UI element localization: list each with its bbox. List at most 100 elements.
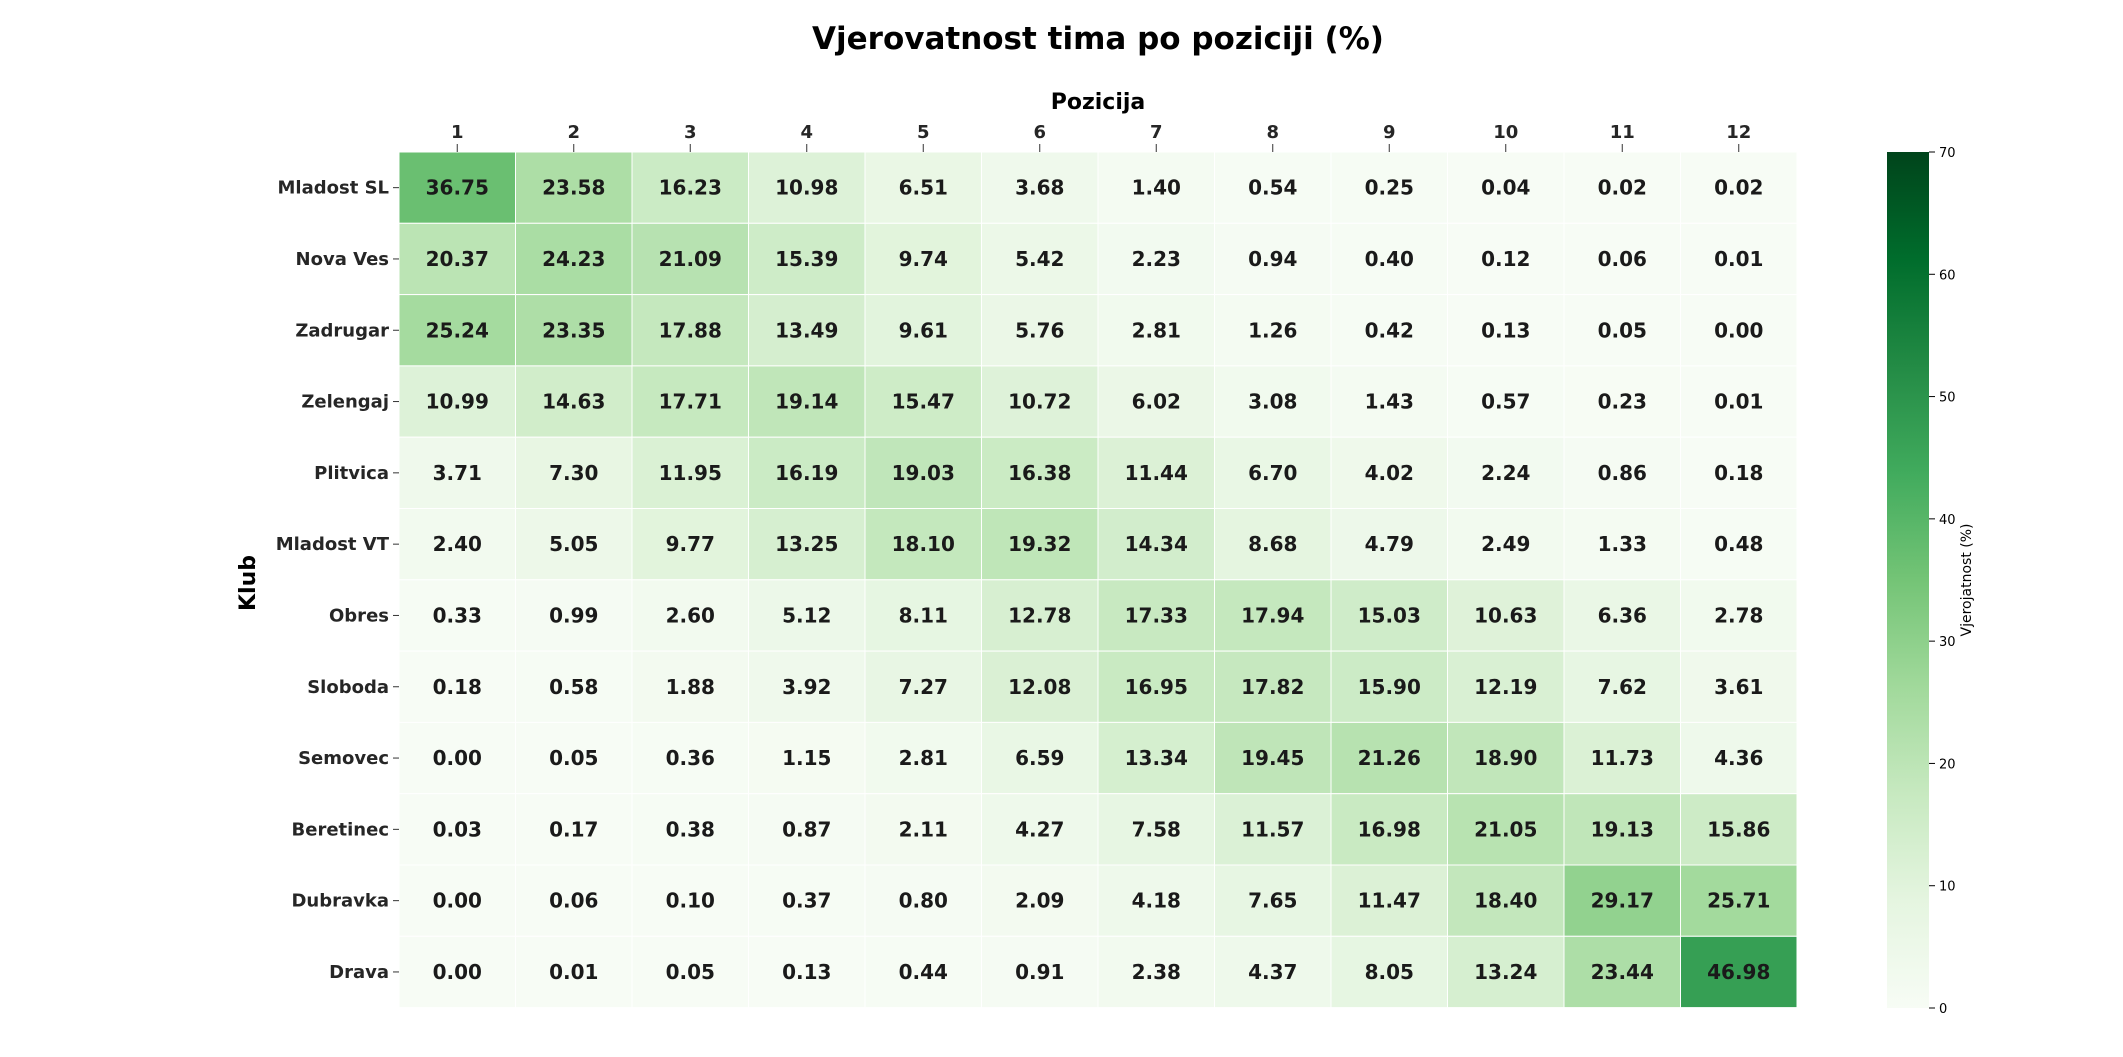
x-tick-label: 12	[1726, 122, 1751, 143]
heatmap-cell	[1563, 935, 1681, 1009]
cell-value-label: 0.13	[1481, 318, 1530, 342]
cell-value-label: 0.80	[899, 889, 948, 913]
heatmap-cell	[398, 508, 516, 581]
heatmap-cell	[981, 864, 1099, 937]
x-tick-label: 8	[1266, 122, 1279, 143]
cell-value-label: 1.40	[1132, 176, 1181, 200]
heatmap-cell	[1563, 294, 1681, 367]
heatmap-cell	[515, 864, 633, 937]
cell-value-label: 19.32	[1008, 532, 1071, 556]
cell-value-label: 19.03	[892, 461, 955, 485]
cell-value-label: 10.72	[1008, 390, 1071, 414]
cell-value-label: 16.23	[659, 176, 722, 200]
heatmap-cell	[1680, 864, 1798, 937]
cell-value-label: 2.09	[1015, 889, 1064, 913]
heatmap-cell	[1330, 365, 1448, 438]
chart-title: Vjerovatnost tima po poziciji (%)	[812, 21, 1384, 57]
cell-value-label: 9.74	[899, 247, 948, 271]
cell-value-label: 0.58	[549, 675, 598, 699]
heatmap-cell	[1563, 222, 1681, 296]
cell-value-label: 12.78	[1008, 603, 1071, 627]
cell-value-label: 0.01	[1714, 390, 1763, 414]
cell-value-label: 17.82	[1241, 675, 1304, 699]
heatmap-cell	[1447, 864, 1565, 937]
cell-value-label: 5.42	[1015, 247, 1064, 271]
heatmap-cell	[631, 222, 749, 296]
cell-value-label: 0.05	[549, 746, 598, 770]
cell-value-label: 3.61	[1714, 675, 1763, 699]
cell-value-label: 0.13	[782, 960, 831, 984]
heatmap-cell	[515, 151, 633, 224]
x-tick-label: 5	[917, 122, 930, 143]
y-tick-label: Nova Ves	[296, 249, 389, 270]
heatmap-cell	[1097, 864, 1215, 937]
cell-value-label: 23.44	[1591, 960, 1654, 984]
heatmap-cell	[1097, 365, 1215, 438]
cell-value-label: 0.18	[1714, 461, 1763, 485]
cell-value-label: 25.71	[1707, 889, 1770, 913]
heatmap-cell	[398, 436, 516, 510]
cell-value-label: 29.17	[1591, 889, 1654, 913]
y-tick-label: Drava	[329, 962, 389, 983]
cell-value-label: 11.47	[1358, 889, 1421, 913]
cell-value-label: 21.09	[659, 247, 722, 271]
y-tick-label: Dubravka	[291, 891, 389, 912]
cell-value-label: 18.40	[1474, 889, 1537, 913]
heatmap-cell	[1447, 721, 1565, 795]
cell-value-label: 1.33	[1598, 532, 1647, 556]
heatmap-cell	[631, 436, 749, 510]
x-tick-label: 6	[1033, 122, 1046, 143]
cell-value-label: 7.58	[1132, 817, 1181, 841]
cell-value-label: 0.25	[1365, 176, 1414, 200]
y-tick-label: Obres	[329, 605, 389, 626]
heatmap-cell	[981, 721, 1099, 795]
y-axis-ticks: Mladost SL Nova Ves Zadrugar Zelengaj Plitvi…	[276, 178, 399, 983]
cell-value-label: 11.57	[1241, 817, 1304, 841]
cell-value-label: 8.05	[1365, 960, 1414, 984]
heatmap-cell	[1214, 222, 1332, 296]
heatmap-cell	[864, 436, 982, 510]
cell-value-label: 15.47	[892, 390, 955, 414]
heatmap-cells: 36.75 23.58 16.23 10.98 6.51 3.68 1.40 0.54 0.25…	[398, 151, 1798, 1009]
cell-value-label: 0.01	[549, 960, 598, 984]
heatmap-cell	[1214, 650, 1332, 723]
heatmap-cell	[748, 222, 866, 296]
cell-value-label: 0.99	[549, 603, 598, 627]
heatmap-cell	[1447, 508, 1565, 581]
cell-value-label: 3.92	[782, 675, 831, 699]
cell-value-label: 13.34	[1125, 746, 1188, 770]
cell-value-label: 4.79	[1365, 532, 1414, 556]
cell-value-label: 21.26	[1358, 746, 1421, 770]
x-tick-label: 2	[567, 122, 580, 143]
heatmap-cell	[864, 151, 982, 224]
cell-value-label: 13.49	[775, 318, 838, 342]
cell-value-label: 4.02	[1365, 461, 1414, 485]
heatmap-cell	[1680, 222, 1798, 296]
heatmap-cell	[1680, 650, 1798, 723]
x-tick-label: 9	[1383, 122, 1396, 143]
cell-value-label: 17.94	[1241, 603, 1304, 627]
heatmap-cell	[1447, 579, 1565, 652]
heatmap-cell	[631, 864, 749, 937]
cell-value-label: 12.08	[1008, 675, 1071, 699]
cell-value-label: 2.81	[899, 746, 948, 770]
cell-value-label: 1.43	[1365, 390, 1414, 414]
cell-value-label: 20.37	[426, 247, 489, 271]
heatmap-cell	[748, 650, 866, 723]
cell-value-label: 0.02	[1714, 176, 1763, 200]
x-tick-label: 1	[451, 122, 464, 143]
heatmap-cell	[1447, 793, 1565, 866]
cell-value-label: 0.38	[666, 817, 715, 841]
heatmap-cell	[1214, 721, 1332, 795]
cell-value-label: 6.59	[1015, 746, 1064, 770]
heatmap-cell	[864, 935, 982, 1009]
colorbar-tick-label: 0	[1939, 1002, 1947, 1017]
cell-value-label: 0.57	[1481, 390, 1530, 414]
cell-value-label: 0.44	[899, 960, 948, 984]
heatmap-cell	[515, 935, 633, 1009]
heatmap-cell	[1097, 721, 1215, 795]
heatmap-cell	[1097, 508, 1215, 581]
x-tick-label: 3	[684, 122, 697, 143]
cell-value-label: 16.19	[775, 461, 838, 485]
